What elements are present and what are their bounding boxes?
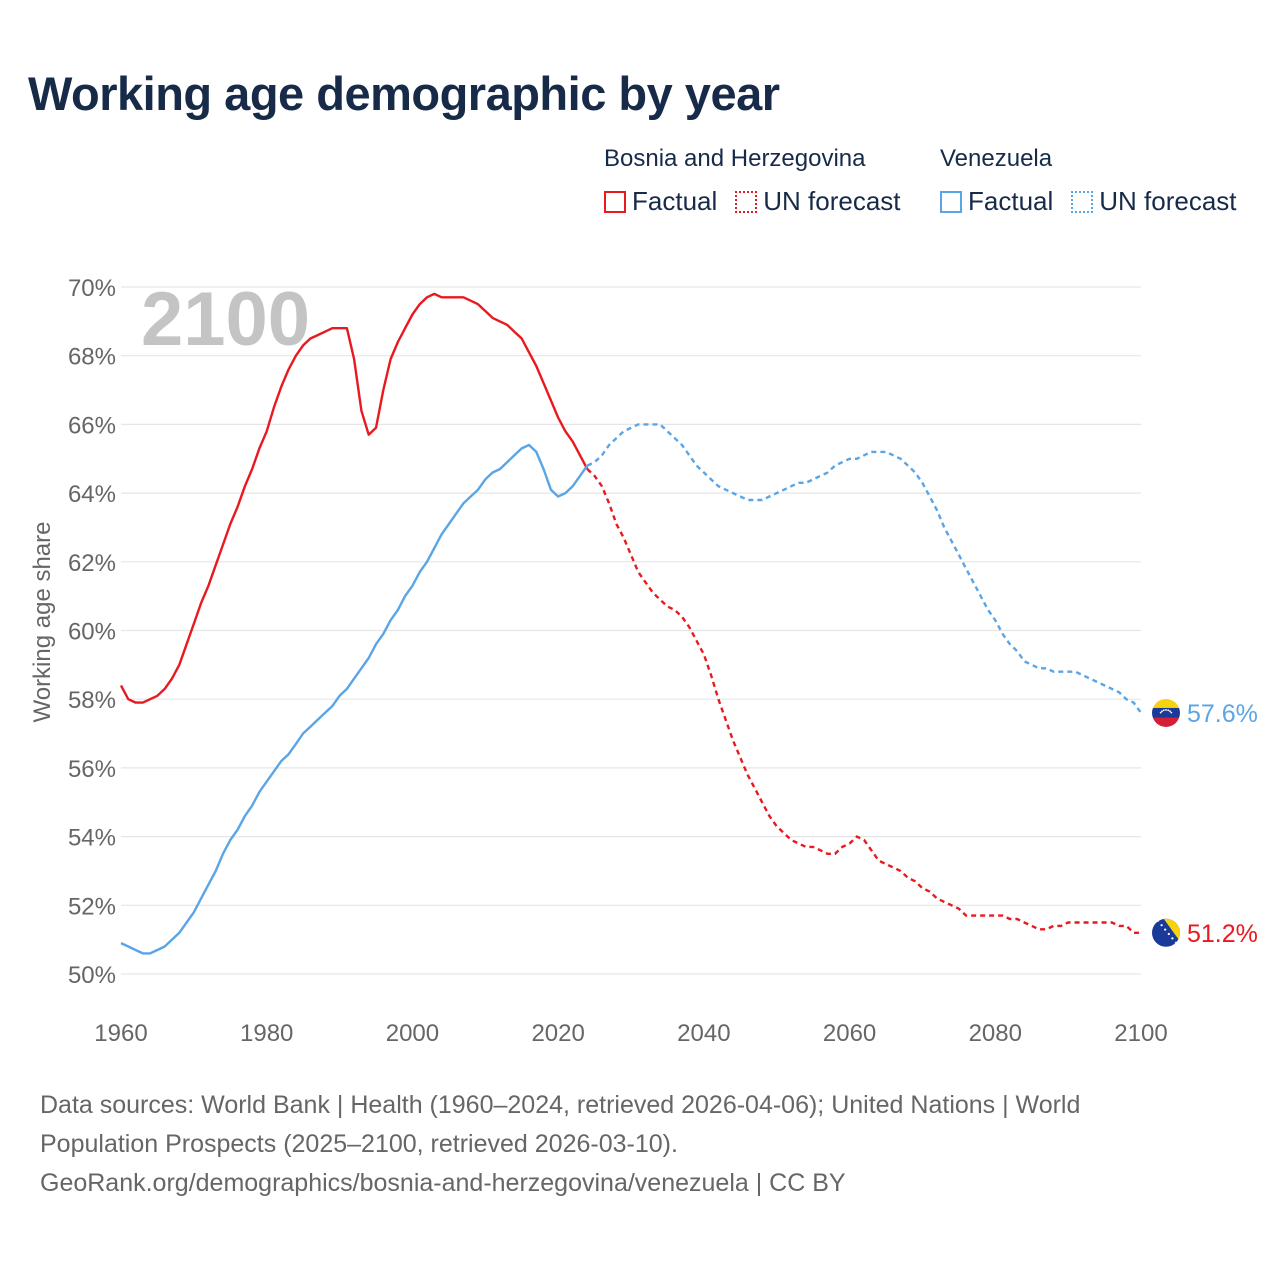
y-tick-label: 58% [68,687,116,714]
flag-star [1161,710,1163,713]
y-axis-label: Working age share [29,522,56,723]
series-line-venezuela-forecast [586,423,1142,714]
flag-star [1174,941,1178,944]
flag-body [1152,698,1180,727]
flag-star [1164,928,1167,931]
legend-item-venezuela-forecast[interactable]: UN forecast [1071,186,1237,217]
y-tick-label: 50% [68,962,116,989]
x-tick-label: 2060 [823,1020,876,1047]
legend-label: UN forecast [1099,186,1237,216]
end-label-venezuela: 57.6% [1187,700,1258,728]
x-tick-label: 1960 [94,1020,147,1047]
flag-triangle [1163,918,1180,943]
footer-line: GeoRank.org/demographics/bosnia-and-herz… [40,1169,846,1197]
y-tick-label: 60% [68,619,116,646]
legend-label: UN forecast [763,186,901,216]
flag-star [1162,709,1165,712]
flag-stripe [1152,707,1180,718]
bosnia-flag-icon [1152,918,1180,947]
legend-label: Factual [632,186,718,216]
flag-stripe [1152,717,1180,727]
legend-swatch-solid [604,190,626,213]
y-tick-label: 70% [68,275,116,302]
footer-sources: Data sources: World Bank | Health (1960–… [40,1086,1240,1203]
series-line-bosnia-forecast [586,468,1141,934]
flag-star [1167,709,1170,712]
flag-star [1169,710,1171,713]
flag-star [1170,711,1173,714]
legend-swatch-dotted [735,190,758,213]
chart-title: Working age demographic by year [28,67,780,120]
y-tick-label: 64% [68,481,116,508]
legend-swatch-solid [940,190,962,213]
legend-item-bosnia-forecast[interactable]: UN forecast [735,186,901,217]
footer-line: Data sources: World Bank | Health (1960–… [40,1091,1081,1119]
series-line-bosnia-factual [119,292,589,704]
legend-item-venezuela-factual[interactable]: Factual [940,186,1053,217]
x-tick-label: 2100 [1114,1020,1167,1047]
legend-group-name: Bosnia and Herzegovina [604,145,866,172]
flag-star [1171,937,1174,940]
line-chart: 50% 52% 54% 56% 58% 60% 62% 64% 66% 68% 70% 1960 198… [29,275,1258,1047]
x-tick-label: 1980 [240,1020,293,1047]
year-label: 2100 [141,277,310,362]
legend-group-name: Venezuela [940,145,1053,172]
x-tick-label: 2020 [531,1020,584,1047]
flag-star [1156,919,1160,922]
flag-body [1152,918,1180,947]
flag-star [1159,711,1162,714]
legend-group-venezuela: Venezuela Factual UN forecast [940,144,1237,217]
flag-star [1167,932,1170,936]
flag-star [1160,924,1163,927]
series-line-venezuela-factual [120,443,589,955]
legend-label: Factual [968,186,1054,216]
legend-group-bosnia: Bosnia and Herzegovina Factual UN foreca… [604,144,901,217]
legend-swatch-dotted [1071,190,1094,213]
footer-line: Population Prospects (2025–2100, retriev… [40,1130,678,1158]
y-tick-label: 66% [68,412,116,439]
flag-star [1165,709,1167,711]
y-tick-label: 52% [68,893,116,920]
venezuela-flag-icon [1152,698,1180,727]
legend-item-bosnia-factual[interactable]: Factual [604,186,717,217]
y-tick-label: 68% [68,344,116,371]
y-tick-label: 56% [68,756,116,783]
y-tick-label: 62% [68,550,116,577]
x-tick-label: 2080 [969,1020,1022,1047]
x-tick-label: 2000 [386,1020,439,1047]
x-tick-label: 2040 [677,1020,730,1047]
end-label-bosnia: 51.2% [1187,920,1258,948]
y-tick-label: 54% [68,825,116,852]
flag-stripe [1152,698,1180,708]
